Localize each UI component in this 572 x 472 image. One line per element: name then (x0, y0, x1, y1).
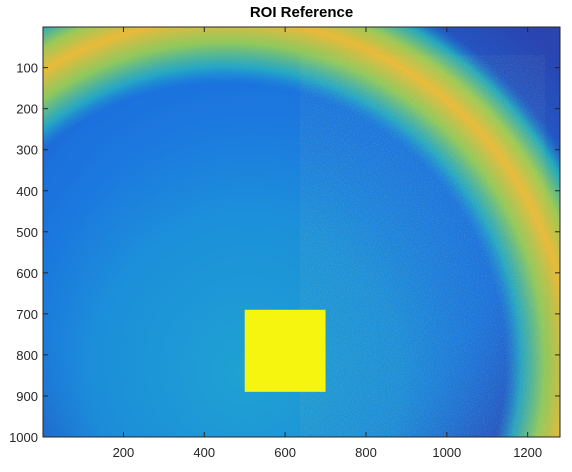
y-tick-label: 500 (16, 225, 38, 240)
y-tick-label: 600 (16, 266, 38, 281)
y-tick-label: 900 (16, 389, 38, 404)
y-tick-label: 700 (16, 307, 38, 322)
y-tick-label: 300 (16, 143, 38, 158)
x-axis: 200 400 600 800 1000 1200 (113, 27, 542, 460)
y-tick-label: 200 (16, 102, 38, 117)
x-tick-label: 600 (274, 445, 296, 460)
y-tick-label: 800 (16, 348, 38, 363)
chart-title: ROI Reference (249, 4, 354, 21)
y-tick-label: 100 (16, 61, 38, 76)
image-area (43, 27, 560, 437)
x-tick-label: 400 (193, 445, 215, 460)
x-tick-label: 1200 (513, 445, 542, 460)
arc-speckle (300, 55, 545, 437)
y-axis: 100 200 300 400 500 600 700 800 900 1000 (9, 61, 560, 445)
roi-rectangle (244, 309, 326, 392)
y-tick-label: 400 (16, 184, 38, 199)
x-tick-label: 800 (355, 445, 377, 460)
y-tick-label: 1000 (9, 430, 38, 445)
x-tick-label: 200 (113, 445, 135, 460)
x-tick-label: 1000 (432, 445, 461, 460)
